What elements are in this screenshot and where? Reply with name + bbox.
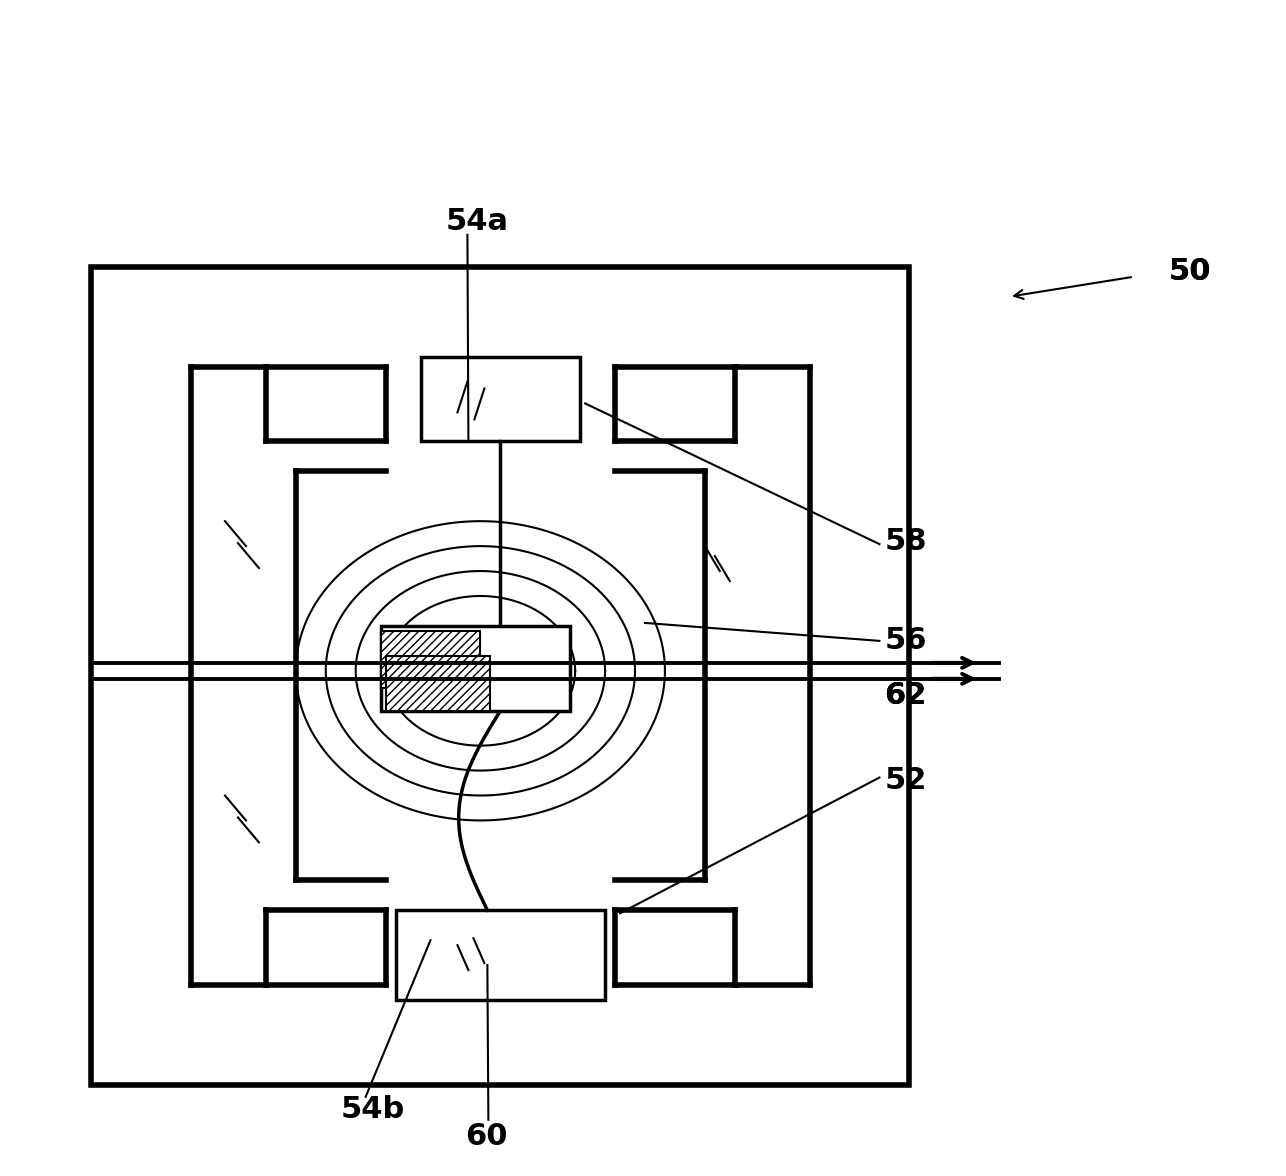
Text: 62: 62: [885, 681, 927, 710]
Bar: [615, 367, 734, 441]
Bar: [734, 367, 810, 985]
Bar: [396, 910, 606, 1000]
Bar: [266, 910, 386, 985]
Bar: [381, 630, 481, 688]
Text: 54a: 54a: [445, 207, 508, 236]
Bar: [266, 367, 386, 441]
Text: 50: 50: [1169, 258, 1211, 286]
Bar: [421, 356, 580, 441]
Text: 52: 52: [885, 766, 927, 795]
Text: 50: 50: [1169, 258, 1211, 286]
Text: 54b: 54b: [341, 1095, 405, 1124]
Text: 62: 62: [885, 681, 927, 710]
Text: 60: 60: [466, 1122, 508, 1151]
Bar: [381, 626, 570, 710]
Text: 58: 58: [885, 527, 927, 555]
Bar: [91, 267, 909, 1084]
Bar: [386, 656, 490, 710]
Bar: [192, 367, 266, 985]
Text: 56: 56: [885, 627, 927, 655]
Bar: [615, 910, 734, 985]
